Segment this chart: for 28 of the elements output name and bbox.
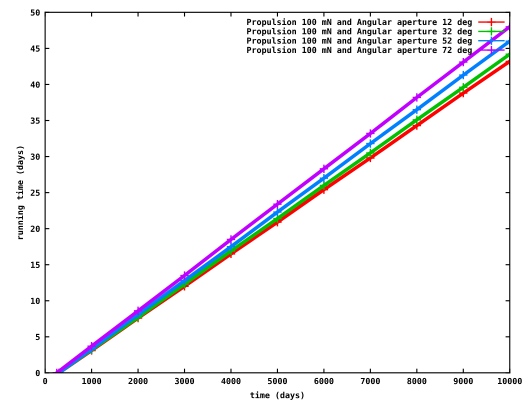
x-tick-label: 5000 (268, 378, 287, 384)
y-tick-label: 0 (36, 370, 40, 376)
y-tick-label: 45 (30, 46, 40, 52)
x-tick-label: 6000 (314, 378, 334, 384)
x-tick-label: 2000 (128, 378, 148, 384)
y-tick-label: 30 (30, 154, 40, 160)
legend-label: Propulsion 100 mN and Angular aperture 32 deg (247, 28, 472, 36)
x-tick-label: 8000 (407, 378, 426, 384)
x-axis-title: time (days) (250, 391, 304, 400)
y-tick-label: 5 (36, 334, 40, 340)
y-tick-label: 10 (31, 298, 40, 304)
y-tick-label: 25 (30, 190, 40, 196)
y-axis-title: running time (days) (16, 146, 25, 240)
y-tick-label: 40 (30, 81, 40, 88)
x-tick-label: 3000 (175, 378, 194, 384)
x-tick-label: 10000 (498, 378, 522, 384)
x-tick-label: 7000 (360, 378, 380, 384)
legend-label: Propulsion 100 mN and Angular aperture 12 deg (247, 18, 472, 27)
x-tick-label: 1000 (82, 378, 102, 384)
y-tick-label: 20 (30, 226, 40, 232)
x-tick-label: 9000 (454, 378, 473, 384)
legend-label: Propulsion 100 mN and Angular aperture 52 deg (247, 36, 472, 46)
y-tick-label: 50 (30, 9, 40, 16)
x-tick-label: 4000 (221, 378, 241, 384)
x-tick-label: 0 (43, 378, 48, 384)
y-tick-label: 35 (30, 117, 40, 124)
legend-label: Propulsion 100 mN and Angular aperture 72 deg (247, 46, 472, 55)
y-tick-label: 15 (31, 262, 40, 268)
